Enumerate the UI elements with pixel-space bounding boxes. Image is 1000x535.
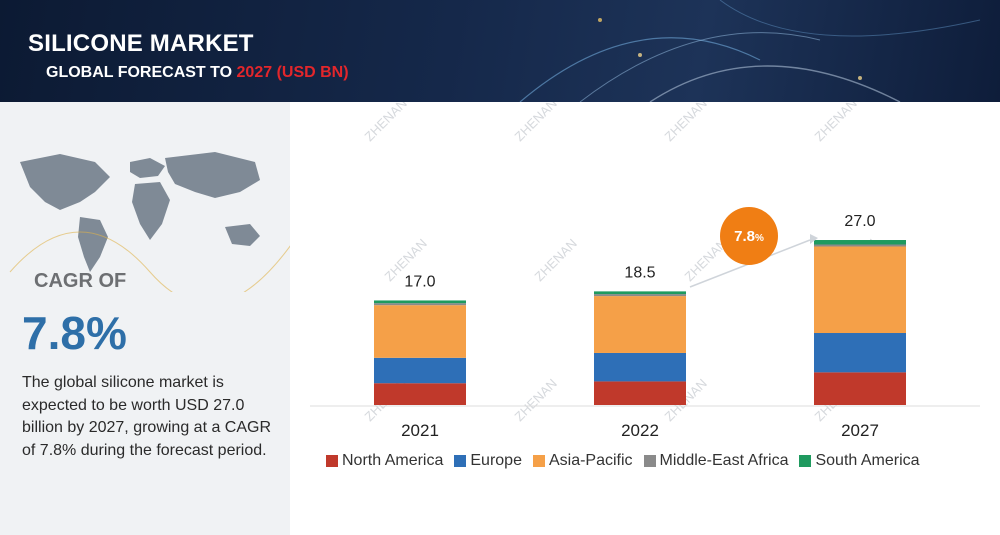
header-decoration <box>519 0 981 102</box>
legend-item-asia-pacific: Asia-Pacific <box>532 452 633 470</box>
bar-segment-asia-pacific <box>594 296 686 353</box>
page-title: SILICONE MARKET <box>28 30 254 57</box>
legend-swatch <box>454 455 467 467</box>
bar-total-label: 27.0 <box>844 213 875 230</box>
bar-segment-asia-pacific <box>814 246 906 334</box>
bar-segment-middle-east-africa <box>814 244 906 247</box>
x-tick-label: 2027 <box>841 421 879 440</box>
watermark-text: ZHENAN <box>812 102 860 144</box>
cagr-value: 7.8% <box>22 307 127 359</box>
subtitle-prefix: GLOBAL FORECAST TO <box>46 64 237 81</box>
legend-item-europe: Europe <box>454 452 522 470</box>
header-banner: SILICONE MARKET GLOBAL FORECAST TO 2027 … <box>0 0 1000 102</box>
legend-label: North America <box>342 452 444 469</box>
bar-segment-europe <box>814 333 906 373</box>
bar-segment-north-america <box>594 381 686 405</box>
x-tick-label: 2021 <box>401 421 439 440</box>
bar-total-label: 18.5 <box>624 264 655 281</box>
legend-item-south-america: South America <box>799 452 920 470</box>
bar-segment-middle-east-africa <box>374 303 466 306</box>
page-subtitle: GLOBAL FORECAST TO 2027 (USD BN) <box>46 64 349 82</box>
cagr-badge: 7.8% <box>720 207 778 265</box>
subtitle-highlight: 2027 (USD BN) <box>236 64 349 81</box>
legend-label: Europe <box>470 452 522 469</box>
legend-item-middle-east-africa: Middle-East Africa <box>643 452 789 470</box>
growth-arrow-head <box>810 234 818 244</box>
legend-item-north-america: North America <box>326 452 443 470</box>
cagr-label: CAGR OF <box>34 270 127 292</box>
market-description: The global silicone market is expected t… <box>22 374 272 459</box>
legend-label: South America <box>815 452 920 469</box>
watermark-text: ZHENAN <box>532 236 580 284</box>
world-map-icon <box>9 152 290 292</box>
legend-swatch <box>532 455 545 467</box>
bar-segment-north-america <box>374 383 466 405</box>
watermark-text: ZHENAN <box>512 376 560 424</box>
bar-segment-europe <box>374 357 466 384</box>
chart-legend: North America Europe Asia-Pacific Middle-Ea… <box>326 452 920 470</box>
legend-label: Asia-Pacific <box>548 452 633 469</box>
bar-segment-north-america <box>814 372 906 405</box>
cagr-badge-unit: % <box>754 232 764 244</box>
bar-segment-asia-pacific <box>374 305 466 358</box>
bar-segment-middle-east-africa <box>594 294 686 297</box>
summary-panel: CAGR OF 7.8% The global silicone market … <box>0 102 290 535</box>
watermark-text: ZHENAN <box>512 102 560 144</box>
watermark-text: ZHENAN <box>362 102 410 144</box>
legend-swatch <box>799 455 812 467</box>
bar-segment-south-america <box>814 240 906 245</box>
bar-segment-south-america <box>594 291 686 295</box>
cagr-badge-value: 7.8 <box>734 227 755 245</box>
chart-panel: ZHENAN ZHENAN ZHENAN ZHENAN ZHENAN ZHENAN ZHEN… <box>290 102 1000 535</box>
x-tick-label: 2022 <box>621 421 659 440</box>
legend-label: Middle-East Africa <box>659 452 789 469</box>
bar-total-label: 17.0 <box>404 273 435 290</box>
watermark-text: ZHENAN <box>662 102 710 144</box>
bar-segment-south-america <box>374 300 466 304</box>
bar-segment-europe <box>594 352 686 382</box>
legend-swatch <box>326 455 338 467</box>
legend-swatch <box>643 455 656 467</box>
